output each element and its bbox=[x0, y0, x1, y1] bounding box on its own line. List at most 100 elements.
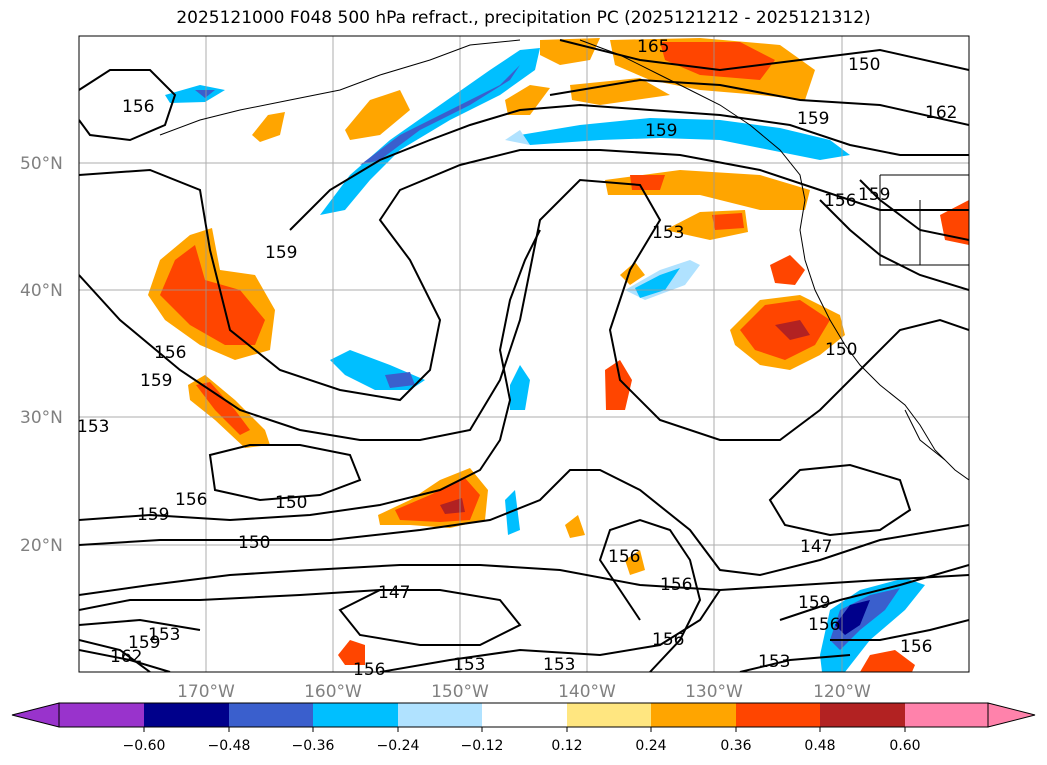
contour-150-band bbox=[79, 229, 541, 522]
precip-blue-150w bbox=[510, 365, 530, 410]
graticule bbox=[79, 36, 969, 672]
contour-label: 153 bbox=[148, 625, 180, 645]
colorbar-tick-label: 0.48 bbox=[804, 738, 835, 754]
colorbar-bin bbox=[229, 703, 313, 727]
contour-label: 147 bbox=[800, 537, 832, 557]
contour-159-s bbox=[79, 589, 381, 611]
contour-156-main bbox=[79, 149, 969, 402]
contour-label: 156 bbox=[122, 97, 154, 117]
colorbar-over-arrow bbox=[987, 702, 1036, 728]
lon-label: 150°W bbox=[431, 682, 489, 702]
colorbar-bin bbox=[398, 703, 482, 727]
contour-156-s2 bbox=[79, 649, 171, 672]
contour-label: 156 bbox=[900, 637, 932, 657]
precip-blue-nw-small-core bbox=[195, 90, 215, 98]
precip-orange-s2 bbox=[565, 515, 585, 538]
precip-darkred-central bbox=[440, 498, 465, 514]
precip-darkred-east bbox=[775, 320, 810, 340]
contour-156-far bbox=[819, 199, 969, 291]
contour-label: 159 bbox=[797, 109, 829, 129]
contour-label: 156 bbox=[154, 343, 186, 363]
colorbar-tick-label: −0.12 bbox=[461, 738, 504, 754]
height-contours bbox=[79, 39, 969, 672]
colorbar-tick-label: 0.24 bbox=[635, 738, 666, 754]
contour-147-loop2 bbox=[768, 463, 912, 537]
precip-orange-n3 bbox=[505, 85, 550, 115]
colorbar-tick-label: −0.60 bbox=[123, 738, 166, 754]
precip-orange-e2 bbox=[605, 360, 632, 410]
contour-label: 165 bbox=[637, 37, 669, 57]
colorbar-bin bbox=[651, 703, 736, 727]
contour-label: 159 bbox=[137, 505, 169, 525]
contour-159-n bbox=[289, 103, 969, 231]
contour-153-se bbox=[739, 654, 851, 672]
precip-blue-band-n-light bbox=[505, 130, 530, 145]
colorbar-ticks bbox=[143, 727, 906, 732]
precip-orange-se bbox=[860, 650, 915, 672]
contour-162-n bbox=[549, 78, 969, 126]
precip-orange-n5 bbox=[540, 38, 600, 65]
colorbar-bin bbox=[905, 703, 988, 727]
precip-red-mid bbox=[712, 213, 744, 230]
precip-red-sw bbox=[196, 382, 250, 435]
contour-label: 153 bbox=[758, 652, 790, 672]
lat-label: 20°N bbox=[20, 536, 63, 556]
contour-label: 153 bbox=[543, 655, 575, 675]
lat-label: 50°N bbox=[20, 154, 63, 174]
contour-label: 156 bbox=[824, 191, 856, 211]
precip-blue-se-core bbox=[835, 600, 870, 635]
colorbar-bin bbox=[736, 703, 820, 727]
colorbar-tick-label: 0.36 bbox=[720, 738, 751, 754]
contour-156-se2 bbox=[830, 619, 969, 641]
precip-orange-e3 bbox=[770, 255, 805, 285]
contour-153-s2 bbox=[379, 589, 721, 672]
contour-label: 156 bbox=[808, 615, 840, 635]
contour-label: 156 bbox=[660, 575, 692, 595]
precip-red-west bbox=[160, 245, 265, 345]
contour-label: 153 bbox=[77, 417, 109, 437]
precip-orange-n4 bbox=[345, 90, 410, 140]
colorbar-outline bbox=[58, 702, 989, 728]
contour-label: 150 bbox=[825, 340, 857, 360]
contour-label: 159 bbox=[858, 185, 890, 205]
lat-label: 30°N bbox=[20, 408, 63, 428]
lon-label: 160°W bbox=[304, 682, 362, 702]
contour-label: 162 bbox=[110, 647, 142, 667]
contour-label: 159 bbox=[140, 371, 172, 391]
colorbar-bin bbox=[313, 703, 398, 727]
lon-label: 170°W bbox=[177, 682, 235, 702]
contour-156-nw bbox=[79, 69, 177, 142]
colorbar: −0.60 −0.48 −0.36 −0.24 −0.12 0.12 0.24 … bbox=[11, 702, 1036, 754]
contour-label: 150 bbox=[275, 493, 307, 513]
latitude-labels: 50°N 40°N 30°N 20°N bbox=[20, 154, 63, 556]
precip-orange-n6 bbox=[252, 112, 285, 142]
coastlines bbox=[159, 39, 969, 481]
precip-blue-s1 bbox=[505, 490, 520, 535]
colorbar-bin bbox=[482, 703, 567, 727]
contour-147 bbox=[79, 469, 969, 577]
colorbar-bin bbox=[144, 703, 229, 727]
shaded-fields bbox=[148, 38, 969, 672]
precip-blue-band-n bbox=[520, 118, 850, 160]
lat-label: 40°N bbox=[20, 281, 63, 301]
precip-red-ne bbox=[660, 42, 775, 80]
colorbar-bin bbox=[820, 703, 905, 727]
precip-blue-nw-small bbox=[165, 85, 225, 103]
precip-orange-n2 bbox=[570, 78, 670, 105]
contour-label: 156 bbox=[608, 547, 640, 567]
contour-label: 147 bbox=[378, 583, 410, 603]
precip-blue-se bbox=[820, 578, 925, 672]
contour-label: 159 bbox=[265, 243, 297, 263]
colorbar-tick-label: −0.36 bbox=[292, 738, 335, 754]
contour-label: 156 bbox=[175, 490, 207, 510]
precip-orange-coast bbox=[940, 200, 969, 245]
contour-label: 156 bbox=[652, 630, 684, 650]
precip-orange-s3 bbox=[625, 550, 645, 575]
colorbar-bin bbox=[59, 703, 144, 727]
map-border bbox=[78, 35, 970, 673]
lon-label: 130°W bbox=[685, 682, 743, 702]
contour-165-n bbox=[559, 39, 969, 72]
colorbar-under-arrow bbox=[11, 702, 60, 728]
precip-orange-s1 bbox=[338, 640, 365, 665]
